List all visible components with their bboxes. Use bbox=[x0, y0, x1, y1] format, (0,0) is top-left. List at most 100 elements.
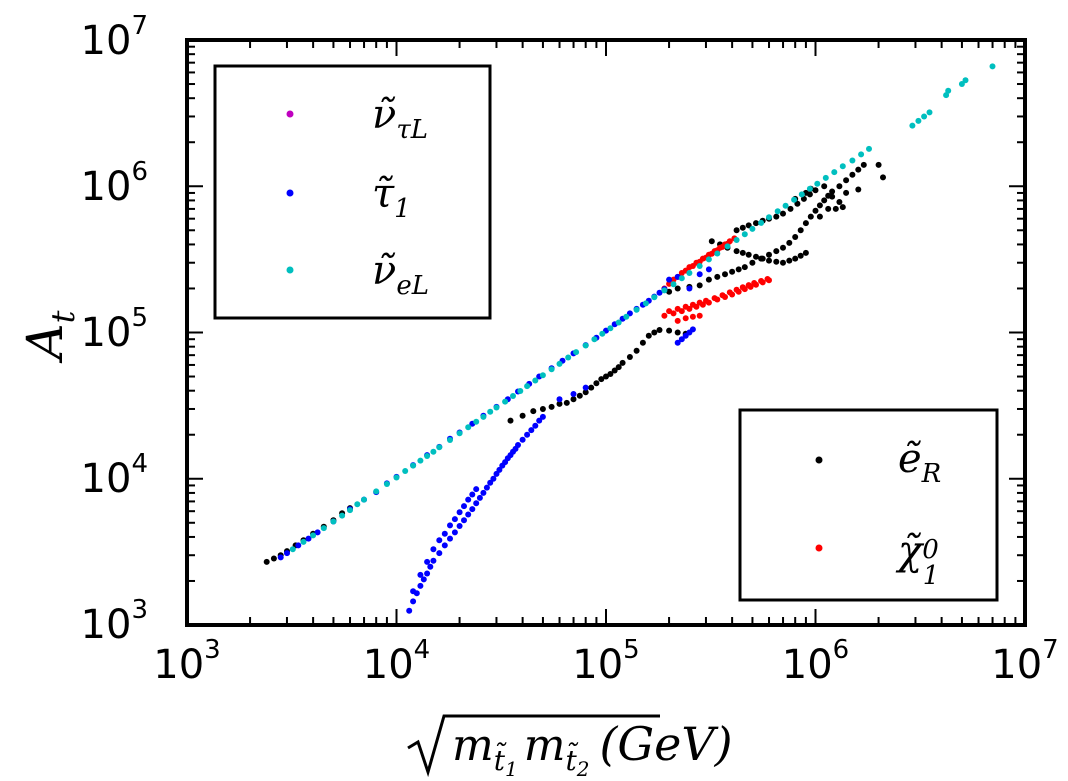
point-tau-1 bbox=[532, 422, 539, 429]
point-tau-1 bbox=[461, 517, 467, 524]
x-axis-label: mt̃1 mt̃2 (GeV) bbox=[407, 714, 733, 781]
point-nu-e-L bbox=[651, 294, 658, 301]
legend-marker-nu-e-l bbox=[286, 266, 294, 274]
point-tau-1 bbox=[666, 276, 673, 283]
point-nu-e-L bbox=[532, 377, 539, 384]
point-e-R bbox=[836, 199, 843, 205]
point-tau-1 bbox=[539, 413, 546, 420]
point-nu-e-L bbox=[424, 453, 431, 459]
point-tau-1 bbox=[536, 417, 543, 424]
legend-label-e-r: ẽR bbox=[898, 436, 941, 489]
point-tau-1 bbox=[465, 496, 472, 503]
point-nu-e-L bbox=[724, 243, 731, 250]
point-tau-1 bbox=[473, 486, 480, 493]
point-nu-e-L bbox=[402, 468, 409, 474]
point-tau-1 bbox=[476, 494, 483, 501]
point-nu-e-L bbox=[714, 250, 721, 257]
point-e-R bbox=[607, 371, 614, 377]
x-tick-label: 106 bbox=[782, 635, 849, 688]
point-e-R bbox=[797, 252, 804, 259]
point-nu-e-L bbox=[670, 281, 677, 288]
point-tau-1 bbox=[430, 546, 437, 553]
point-nu-e-L bbox=[447, 437, 453, 443]
point-nu-e-L bbox=[921, 113, 928, 120]
point-e-R bbox=[829, 188, 836, 195]
point-tau-1 bbox=[305, 535, 312, 542]
point-nu-e-L bbox=[926, 109, 933, 116]
point-e-R bbox=[749, 259, 756, 266]
point-tau-1 bbox=[656, 289, 663, 296]
x-tick-labels: 103 104 105 106 107 bbox=[153, 635, 1058, 688]
y-tick-label: 103 bbox=[81, 595, 148, 648]
point-e-R bbox=[855, 186, 862, 193]
point-tau-1 bbox=[461, 503, 467, 510]
x-tick-label: 105 bbox=[572, 635, 639, 688]
y-tick-label: 106 bbox=[81, 157, 148, 210]
point-e-R bbox=[753, 253, 759, 260]
point-nu-e-L bbox=[958, 81, 965, 87]
point-e-R bbox=[519, 412, 526, 419]
point-nu-e-L bbox=[310, 532, 317, 539]
point-chi-1-0 bbox=[764, 276, 771, 282]
point-tau-1 bbox=[496, 466, 503, 473]
point-chi-1-0 bbox=[733, 286, 740, 293]
point-chi-1-0 bbox=[689, 313, 696, 320]
legend-label-nu-e-l: ν̃eL bbox=[372, 248, 429, 301]
point-chi-1-0 bbox=[682, 315, 689, 322]
point-tau-1 bbox=[582, 384, 589, 391]
point-nu-e-L bbox=[909, 122, 916, 129]
point-e-R bbox=[792, 234, 799, 240]
point-e-R bbox=[787, 205, 794, 212]
point-e-R bbox=[582, 389, 589, 396]
point-tau-1 bbox=[528, 427, 535, 434]
point-e-R bbox=[843, 189, 850, 196]
point-nu-e-L bbox=[945, 87, 952, 94]
legend-box bbox=[738, 408, 999, 602]
point-e-R bbox=[836, 183, 843, 190]
x-tick-label: 104 bbox=[363, 635, 430, 688]
point-tau-1 bbox=[430, 557, 437, 564]
point-e-R bbox=[780, 259, 786, 266]
svg-text:mt̃1mt̃2(GeV): mt̃1 mt̃2 (GeV) bbox=[452, 717, 733, 781]
point-chi-1-0 bbox=[674, 305, 681, 312]
point-nu-e-L bbox=[642, 300, 649, 307]
point-e-R bbox=[633, 347, 640, 354]
point-nu-e-L bbox=[320, 525, 327, 532]
point-nu-e-L bbox=[866, 145, 872, 152]
point-e-R bbox=[619, 359, 626, 366]
point-tau-1 bbox=[447, 522, 453, 529]
point-chi-1-0 bbox=[670, 310, 677, 317]
point-tau-1 bbox=[678, 336, 685, 343]
point-e-R bbox=[666, 288, 673, 295]
point-nu-e-L bbox=[962, 77, 969, 84]
point-e-R bbox=[780, 210, 786, 217]
point-tau-1 bbox=[483, 484, 490, 491]
point-e-R bbox=[786, 239, 793, 246]
point-nu-e-L bbox=[741, 231, 748, 238]
point-e-R bbox=[741, 264, 748, 271]
point-e-R bbox=[674, 285, 681, 292]
point-tau-1 bbox=[524, 431, 531, 438]
point-e-R bbox=[548, 403, 555, 410]
legend-box bbox=[213, 64, 492, 320]
point-nu-e-L bbox=[822, 174, 829, 181]
point-nu-e-L bbox=[339, 512, 346, 519]
point-tau-1 bbox=[436, 550, 443, 557]
point-nu-e-L bbox=[782, 202, 789, 209]
point-nu-e-L bbox=[705, 256, 712, 263]
point-nu-e-L bbox=[548, 366, 555, 373]
point-e-R bbox=[812, 187, 819, 194]
point-chi-1-0 bbox=[666, 308, 673, 315]
point-e-R bbox=[773, 258, 780, 265]
point-nu-e-L bbox=[410, 462, 417, 469]
point-e-R bbox=[708, 238, 715, 245]
point-nu-e-L bbox=[361, 496, 367, 503]
y-tick-label: 105 bbox=[81, 303, 148, 356]
point-nu-e-L bbox=[849, 157, 856, 164]
x-tick-label: 107 bbox=[991, 635, 1058, 688]
point-e-R bbox=[639, 339, 646, 346]
point-nu-e-L bbox=[300, 538, 307, 545]
point-nu-e-L bbox=[607, 325, 614, 332]
point-e-R bbox=[729, 268, 736, 275]
point-chi-1-0 bbox=[739, 284, 746, 291]
